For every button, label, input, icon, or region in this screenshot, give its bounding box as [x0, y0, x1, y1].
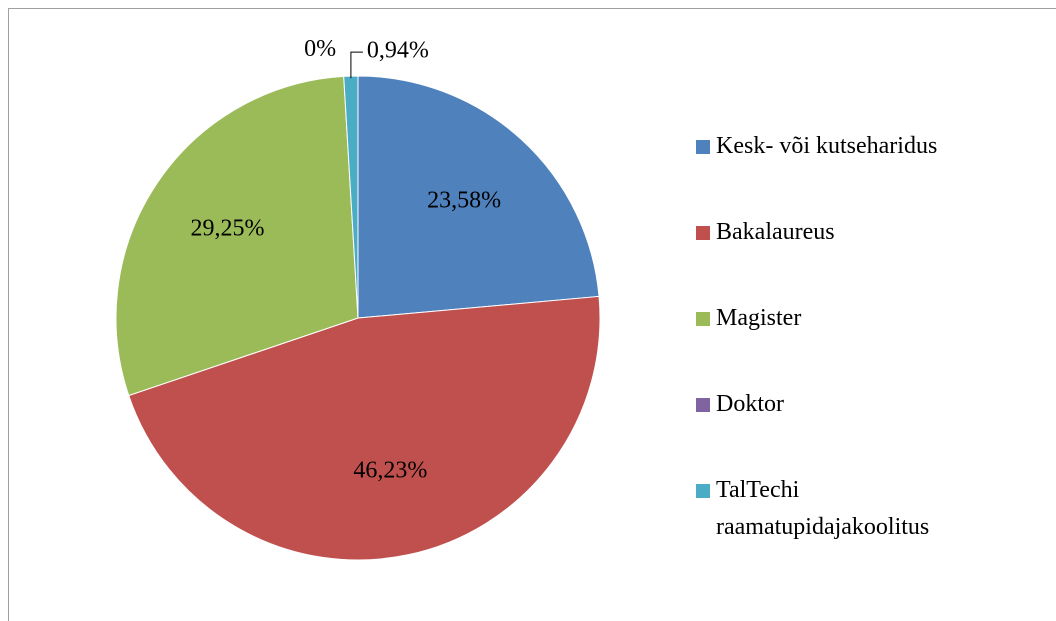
legend-label: Doktor — [716, 391, 784, 417]
data-label: 0% — [304, 36, 336, 62]
legend-swatch — [696, 398, 710, 412]
legend-swatch — [696, 484, 710, 498]
legend-swatch — [696, 140, 710, 154]
data-label: 29,25% — [191, 216, 265, 242]
legend-label: TalTechi raamatupidajakoolitus — [716, 477, 930, 540]
legend-item: Bakalaureus — [696, 214, 1026, 251]
pie-slice — [357, 75, 600, 319]
legend-label: Kesk- või kutseharidus — [716, 133, 938, 159]
pie-slice — [115, 75, 359, 397]
legend-item: Doktor — [696, 386, 1026, 423]
legend-swatch — [696, 312, 710, 326]
data-label: 23,58% — [427, 187, 501, 213]
legend-item: TalTechi raamatupidajakoolitus — [696, 472, 1026, 546]
data-label: 0,94% — [367, 38, 429, 64]
legend-label: Magister — [716, 305, 802, 331]
legend-item: Kesk- või kutseharidus — [696, 128, 1026, 165]
pie-slice — [128, 295, 601, 561]
chart-frame — [8, 8, 1056, 621]
data-label: 46,23% — [353, 457, 427, 483]
legend-item: Magister — [696, 300, 1026, 337]
legend-swatch — [696, 226, 710, 240]
legend-label: Bakalaureus — [716, 219, 835, 245]
leader-line — [350, 51, 363, 79]
